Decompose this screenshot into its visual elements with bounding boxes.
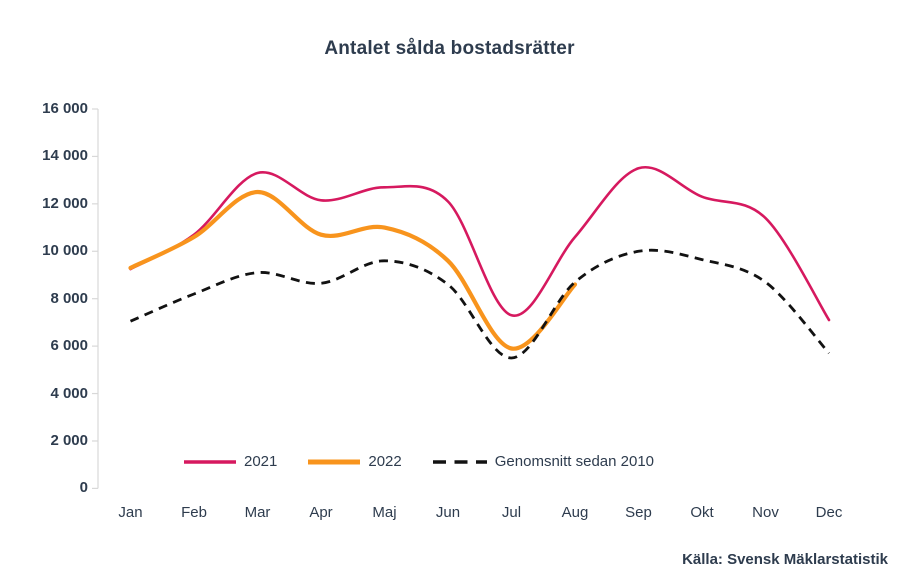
y-axis-label: 14 000 [42,147,88,165]
x-axis-label: Jan [118,504,143,521]
x-axis-label: Maj [372,504,397,521]
legend-item-2022: 2022 [307,453,402,470]
x-axis-label: Okt [690,504,714,521]
legend-label-average: Genomsnitt sedan 2010 [494,453,655,470]
y-axis-label: 10 000 [42,242,88,260]
legend-line-2021-icon [184,459,236,464]
y-axis-label: 6 000 [50,337,88,355]
x-axis-label: Nov [752,504,779,521]
legend-label-2021: 2021 [244,453,278,470]
x-axis-label: Apr [309,504,333,521]
legend-item-2021: 2021 [183,453,277,470]
y-axis-label: 12 000 [42,194,88,212]
source-caption: Källa: Svensk Mäklarstatistik [682,551,888,568]
legend-line-average-icon [432,459,487,464]
x-axis-label: Feb [181,504,207,521]
y-axis-label: 0 [79,479,88,497]
x-axis-label: Aug [561,504,589,521]
legend-line-2022-icon [308,459,361,464]
x-axis-label: Mar [244,504,271,521]
y-axis-label: 8 000 [50,289,88,307]
x-axis-label: Jul [501,504,522,521]
x-axis-label: Sep [625,504,652,521]
legend-item-average: Genomsnitt sedan 2010 [432,453,654,470]
x-axis-label: Dec [815,504,843,521]
y-axis-label: 4 000 [50,384,88,402]
y-axis-label: 2 000 [50,431,88,449]
x-axis-label: Jun [435,504,461,521]
legend: 2021 2022 Genomsnitt sedan 2010 [183,453,654,470]
chart-title: Antalet sålda bostadsrätter [324,38,575,59]
y-axis-label: 16 000 [42,100,88,117]
legend-label-2022: 2022 [368,453,402,470]
